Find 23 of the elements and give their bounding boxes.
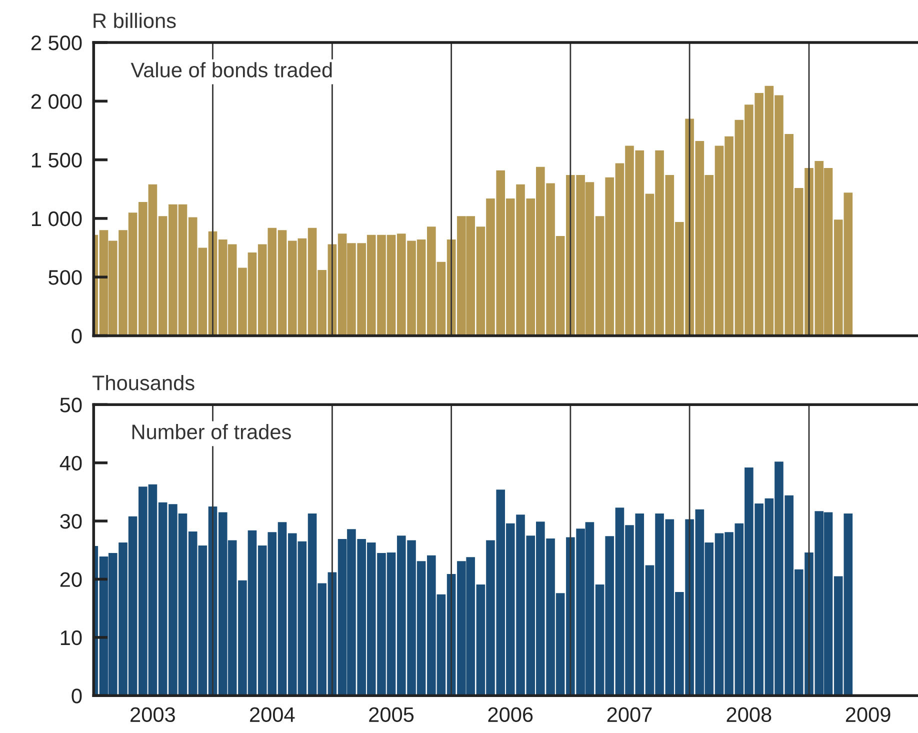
y-tick-label: 500: [48, 270, 82, 285]
text: Number of trades: [132, 424, 291, 440]
y-axis-title: Thousands: [92, 375, 194, 390]
y-tick-label: 0: [72, 688, 82, 704]
y-tick-label: 40: [60, 456, 82, 471]
y-tick-label: 2 500: [31, 36, 82, 50]
y-axis-title: R billions: [94, 12, 176, 28]
x-tick-label: 2009: [846, 707, 890, 722]
x-tick-label: 2008: [726, 707, 772, 722]
x-tick-label: 2005: [369, 707, 414, 722]
y-tick-label: 2 000: [31, 94, 82, 109]
x-tick-label: 2007: [607, 707, 652, 722]
x-tick-label: 2004: [250, 707, 295, 722]
y-tick-label: 50: [60, 398, 82, 412]
y-tick-label: 1 500: [32, 152, 82, 168]
text: Value of bonds traded: [130, 62, 332, 78]
y-tick-label: 30: [60, 514, 82, 529]
y-tick-label: 20: [60, 572, 82, 587]
y-tick-label: 0: [72, 328, 82, 344]
x-tick-label: 2006: [488, 707, 533, 722]
y-tick-label: 1 000: [32, 211, 82, 226]
y-tick-label: 10: [60, 630, 82, 646]
x-tick-label: 2003: [130, 707, 175, 722]
